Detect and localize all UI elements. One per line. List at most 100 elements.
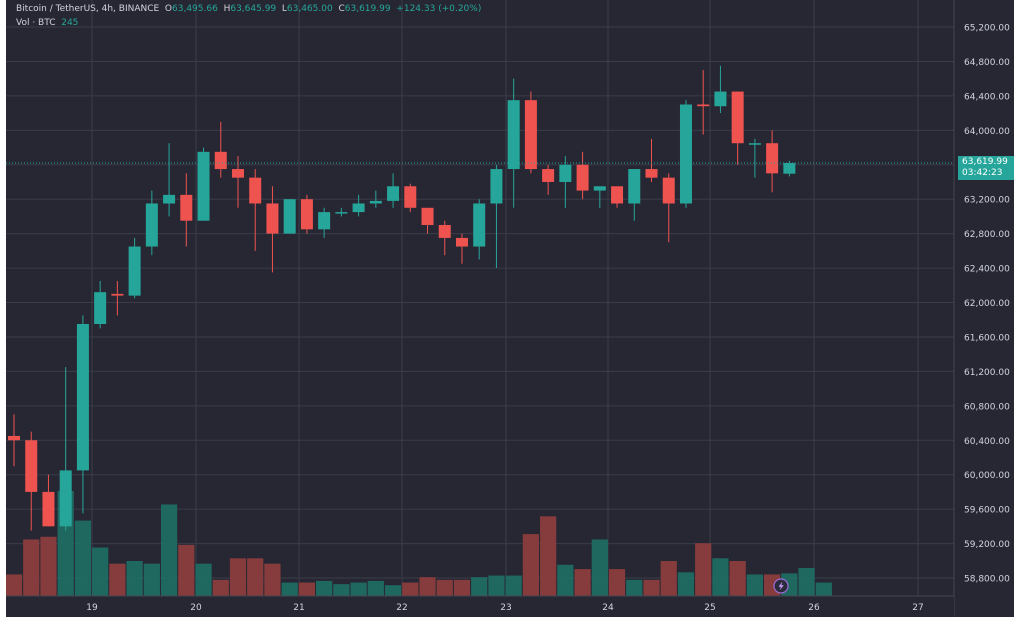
high-value: 63,645.99 — [230, 4, 277, 14]
candle-body — [8, 435, 20, 441]
volume-bar — [6, 574, 23, 596]
price-tick-label: 62,000.00 — [964, 299, 1010, 309]
candles — [8, 65, 796, 531]
candle-body — [249, 177, 262, 204]
price-tick-label: 63,200.00 — [964, 196, 1010, 206]
volume-bar — [264, 563, 281, 596]
candle-body — [473, 203, 486, 247]
candle-body — [438, 225, 451, 238]
volume-bar — [160, 504, 178, 596]
volume-bar — [247, 558, 264, 596]
time-tick-label: 26 — [808, 603, 820, 613]
candle-body — [335, 212, 348, 214]
low-value: 63,465.00 — [286, 4, 333, 14]
price-tick-label: 60,800.00 — [964, 402, 1010, 412]
volume-bar — [333, 584, 350, 596]
time-tick-label: 25 — [704, 603, 715, 613]
candle-body — [25, 440, 38, 492]
candle-body — [507, 100, 520, 170]
candle-body — [611, 186, 624, 204]
time-tick-label: 19 — [86, 603, 98, 613]
candle-body — [163, 194, 176, 204]
time-axis[interactable]: 19 20 21 22 23 24 25 26 27 — [6, 595, 954, 617]
candle-body — [300, 199, 313, 230]
price-tick-label: 64,000.00 — [964, 127, 1010, 137]
candle-body — [352, 203, 365, 213]
low-label: L — [281, 4, 287, 14]
volume-bar — [505, 575, 522, 596]
candle-body — [180, 194, 193, 221]
candle-body — [697, 104, 710, 107]
volume-bar — [229, 558, 247, 596]
volume-bar — [109, 563, 126, 596]
candle-body — [387, 186, 400, 201]
volume-bar — [178, 544, 195, 596]
volume-bar — [695, 543, 712, 596]
volume-bar — [316, 580, 333, 596]
volume-bar — [143, 563, 160, 596]
candle-body — [714, 91, 727, 107]
last-price-badge: 63,619.99 03:42:23 — [958, 156, 1014, 180]
time-tick-label: 21 — [293, 603, 304, 613]
bar-countdown: 03:42:23 — [962, 168, 1003, 178]
price-tick-label: 62,800.00 — [964, 230, 1010, 240]
candle-body — [645, 169, 658, 178]
chart-pane[interactable]: 65,200.00 64,800.00 64,400.00 64,000.00 63,6… — [6, 0, 1014, 617]
volume-value: 245 — [61, 18, 79, 28]
price-tick-label: 59,200.00 — [964, 540, 1010, 550]
price-tick-label: 58,800.00 — [964, 575, 1010, 585]
close-value: 63,619.99 — [344, 4, 391, 14]
price-tick-label: 64,400.00 — [964, 92, 1010, 102]
volume-bar — [488, 575, 505, 596]
change-value: +124.33 (+0.20%) — [396, 4, 482, 14]
candle-body — [662, 177, 675, 204]
candle-body — [524, 100, 537, 170]
volume-bar — [195, 563, 212, 596]
candle-body — [731, 91, 744, 144]
candle-body — [404, 186, 417, 208]
candle-body — [266, 203, 279, 234]
candle-body — [42, 491, 55, 527]
candle-body — [679, 104, 692, 204]
volume-bars — [6, 491, 832, 596]
time-tick-label: 27 — [912, 603, 923, 613]
volume-bar — [402, 582, 419, 596]
symbol-title[interactable]: Bitcoin / TetherUS, 4h, BINANCE — [16, 4, 160, 14]
price-tick-label: 61,200.00 — [964, 368, 1010, 378]
open-value: 63,495.66 — [172, 4, 218, 14]
candle-body — [559, 164, 572, 182]
candle-body — [76, 324, 89, 471]
volume-bar — [92, 547, 109, 596]
lightning-icon[interactable] — [773, 578, 789, 594]
volume-bar — [746, 574, 764, 596]
volume-label: Vol · BTC — [16, 18, 56, 28]
volume-bar — [643, 579, 660, 596]
volume-bar — [40, 536, 57, 596]
candlestick-chart[interactable]: 65,200.00 64,800.00 64,400.00 64,000.00 63,6… — [6, 0, 1014, 617]
price-tick-label: 64,800.00 — [964, 58, 1010, 68]
volume-bar — [608, 569, 626, 596]
candle-body — [369, 200, 382, 204]
candle-body — [576, 164, 589, 191]
candle-body — [145, 203, 158, 247]
volume-bar — [660, 561, 677, 596]
time-tick-label: 20 — [190, 603, 202, 613]
candle-body — [59, 470, 72, 527]
candle-body — [542, 169, 555, 182]
volume-bar — [574, 569, 591, 596]
volume-bar — [436, 579, 453, 596]
symbol-legend[interactable]: Bitcoin / TetherUS, 4h, BINANCE O63,495.… — [16, 4, 481, 14]
volume-bar — [350, 582, 367, 596]
volume-bar — [540, 516, 557, 596]
price-axis[interactable]: 65,200.00 64,800.00 64,400.00 64,000.00 63,6… — [953, 0, 1014, 617]
time-tick-label: 24 — [602, 603, 614, 613]
volume-legend[interactable]: Vol · BTC 245 — [16, 18, 78, 28]
volume-bar — [126, 561, 143, 596]
volume-bar — [384, 585, 402, 596]
candle-body — [783, 163, 796, 174]
price-tick-label: 65,200.00 — [964, 24, 1010, 34]
volume-bar — [367, 580, 384, 596]
candle-body — [128, 246, 141, 296]
grid-lines — [6, 0, 954, 596]
